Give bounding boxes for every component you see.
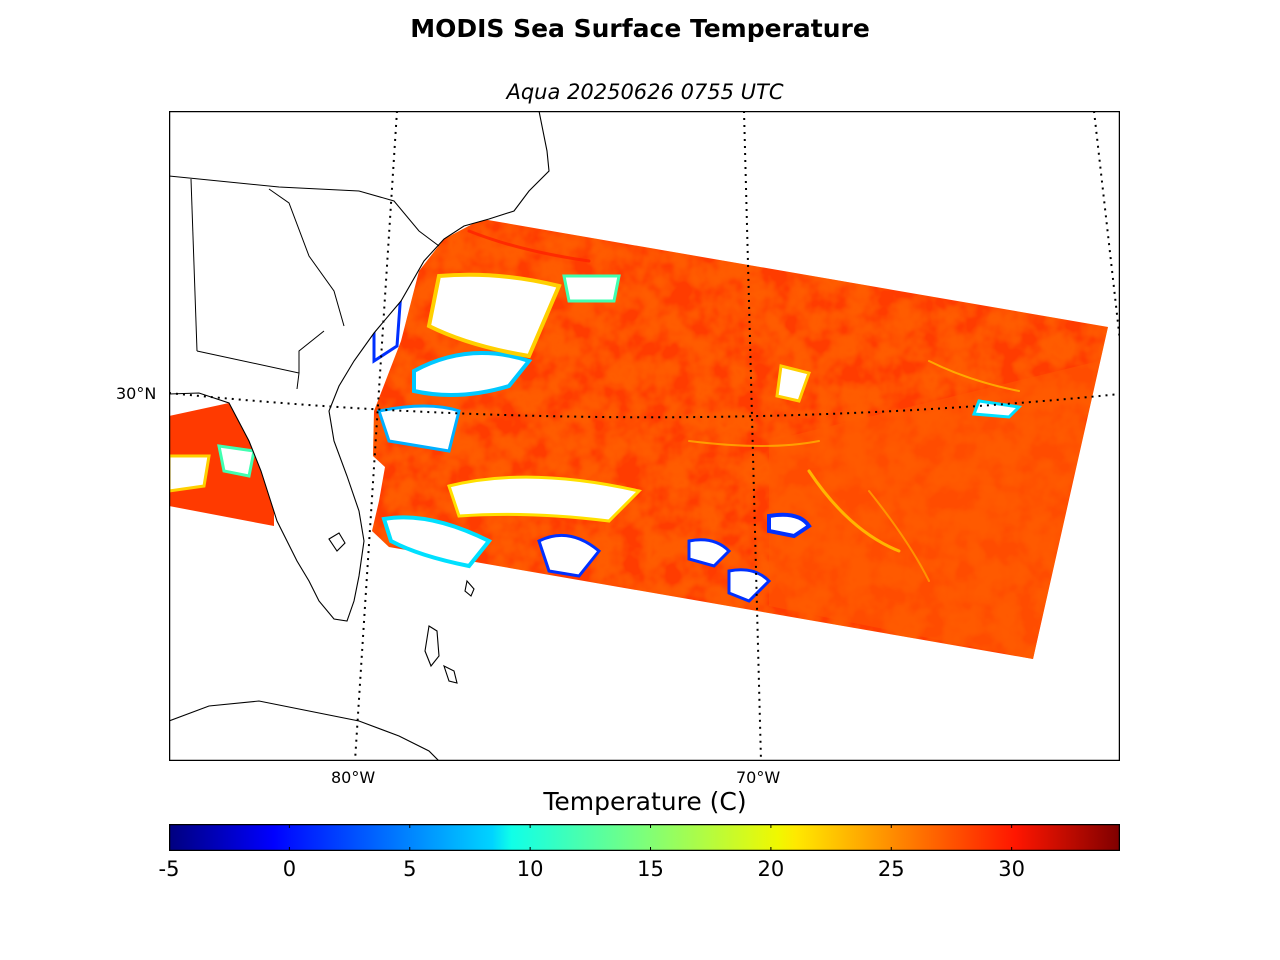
sst-east-band [769,361,1099,659]
lake-okeechobee [328,532,346,552]
cloud-gaps [169,272,1023,603]
land-us [169,111,550,622]
sst-streaks [467,229,1020,582]
land-bahamas-3 [464,579,475,597]
land-bahamas-2 [443,664,458,684]
coastlines [169,111,550,761]
colorbar-tick-label: 20 [757,857,785,881]
map-panel [169,111,1120,761]
colorbar [169,824,1120,851]
map-canvas [169,111,1120,761]
figure-title: MODIS Sea Surface Temperature [410,14,870,43]
state-borders [169,175,440,390]
map-border [169,111,1120,761]
colorbar-tick-label: 0 [282,857,297,881]
figure-subtitle: Aqua 20250626 0755 UTC [506,80,784,104]
land-cuba [169,700,440,761]
lat-label-30n: 30°N [116,384,157,403]
colorbar-tick-label: 25 [877,857,905,881]
colorbar-tick-label: 30 [998,857,1026,881]
colorbar-tick-label: -5 [158,857,180,881]
colorbar-tick-label: 5 [403,857,417,881]
colorbar-label: Temperature (C) [543,787,747,816]
land-bahamas-1 [424,625,440,668]
lon-label-70w: 70°W [736,768,781,787]
lon-label-80w: 80°W [331,768,376,787]
colorbar-tick-label: 10 [516,857,544,881]
colorbar-tick-label: 15 [637,857,664,881]
